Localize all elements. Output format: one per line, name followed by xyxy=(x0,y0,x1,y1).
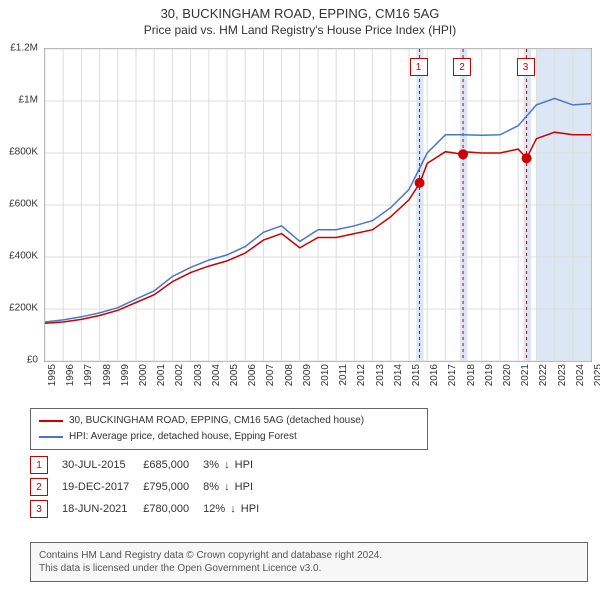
x-tick-label: 2002 xyxy=(174,364,185,386)
event-date: 19-DEC-2017 xyxy=(62,476,143,498)
x-tick-label: 2017 xyxy=(447,364,458,386)
x-tick-label: 2024 xyxy=(575,364,586,386)
x-tick-label: 2022 xyxy=(538,364,549,386)
chart-subtitle: Price paid vs. HM Land Registry's House … xyxy=(0,23,600,37)
x-tick-label: 2019 xyxy=(484,364,495,386)
x-tick-label: 1998 xyxy=(102,364,113,386)
y-axis-labels: £0£200K£400K£600K£800K£1M£1.2M xyxy=(0,48,42,360)
legend-swatch xyxy=(39,420,63,422)
event-marker-box: 3 xyxy=(517,58,535,76)
chart-title: 30, BUCKINGHAM ROAD, EPPING, CM16 5AG xyxy=(0,6,600,21)
x-tick-label: 2020 xyxy=(502,364,513,386)
event-row: 2 19-DEC-2017£795,0008% ↓ HPI xyxy=(30,476,273,498)
x-tick-label: 2008 xyxy=(284,364,295,386)
event-marker-box: 1 xyxy=(410,58,428,76)
event-date: 30-JUL-2015 xyxy=(62,454,143,476)
x-tick-label: 1995 xyxy=(47,364,58,386)
x-tick-label: 2023 xyxy=(557,364,568,386)
event-price: £795,000 xyxy=(143,476,203,498)
x-tick-label: 1996 xyxy=(65,364,76,386)
x-tick-label: 2001 xyxy=(156,364,167,386)
event-row: 3 18-JUN-2021£780,00012% ↓ HPI xyxy=(30,498,273,520)
event-delta: 3% ↓ HPI xyxy=(203,454,273,476)
x-tick-label: 2016 xyxy=(429,364,440,386)
event-id-box: 3 xyxy=(30,500,48,518)
y-tick-label: £1M xyxy=(19,95,38,106)
x-tick-label: 2003 xyxy=(193,364,204,386)
x-tick-label: 2013 xyxy=(375,364,386,386)
event-marker-box: 2 xyxy=(453,58,471,76)
x-tick-label: 2018 xyxy=(466,364,477,386)
x-tick-label: 2012 xyxy=(356,364,367,386)
y-tick-label: £0 xyxy=(27,355,38,366)
x-tick-label: 2025 xyxy=(593,364,600,386)
legend-label: HPI: Average price, detached house, Eppi… xyxy=(69,429,297,445)
y-tick-label: £1.2M xyxy=(10,43,38,54)
x-tick-label: 2011 xyxy=(338,364,349,386)
footer-line-2: This data is licensed under the Open Gov… xyxy=(39,562,579,575)
y-tick-label: £200K xyxy=(9,303,38,314)
x-tick-label: 2006 xyxy=(247,364,258,386)
chart-plot xyxy=(44,48,592,362)
x-tick-label: 2021 xyxy=(520,364,531,386)
y-tick-label: £400K xyxy=(9,251,38,262)
legend-row: 30, BUCKINGHAM ROAD, EPPING, CM16 5AG (d… xyxy=(39,413,419,429)
x-tick-label: 1999 xyxy=(120,364,131,386)
x-tick-label: 2000 xyxy=(138,364,149,386)
footer-line-1: Contains HM Land Registry data © Crown c… xyxy=(39,549,579,562)
event-delta: 8% ↓ HPI xyxy=(203,476,273,498)
legend-label: 30, BUCKINGHAM ROAD, EPPING, CM16 5AG (d… xyxy=(69,413,364,429)
x-tick-label: 2009 xyxy=(302,364,313,386)
x-tick-label: 2015 xyxy=(411,364,422,386)
footer-notice: Contains HM Land Registry data © Crown c… xyxy=(30,542,588,582)
y-tick-label: £800K xyxy=(9,147,38,158)
x-tick-label: 2007 xyxy=(265,364,276,386)
legend: 30, BUCKINGHAM ROAD, EPPING, CM16 5AG (d… xyxy=(30,408,428,450)
x-tick-label: 2004 xyxy=(211,364,222,386)
event-price: £685,000 xyxy=(143,454,203,476)
y-tick-label: £600K xyxy=(9,199,38,210)
event-id-box: 1 xyxy=(30,456,48,474)
event-row: 1 30-JUL-2015£685,0003% ↓ HPI xyxy=(30,454,273,476)
event-id-box: 2 xyxy=(30,478,48,496)
x-tick-label: 2005 xyxy=(229,364,240,386)
event-table: 1 30-JUL-2015£685,0003% ↓ HPI 2 19-DEC-2017… xyxy=(30,454,273,520)
x-tick-label: 2014 xyxy=(393,364,404,386)
x-tick-label: 2010 xyxy=(320,364,331,386)
event-price: £780,000 xyxy=(143,498,203,520)
x-tick-label: 1997 xyxy=(83,364,94,386)
event-delta: 12% ↓ HPI xyxy=(203,498,273,520)
x-axis-labels: 1995 1996 1997 1998 1999 2000 2001 2002 2003 2004… xyxy=(44,362,590,406)
legend-row: HPI: Average price, detached house, Eppi… xyxy=(39,429,419,445)
legend-swatch xyxy=(39,436,63,438)
event-date: 18-JUN-2021 xyxy=(62,498,143,520)
